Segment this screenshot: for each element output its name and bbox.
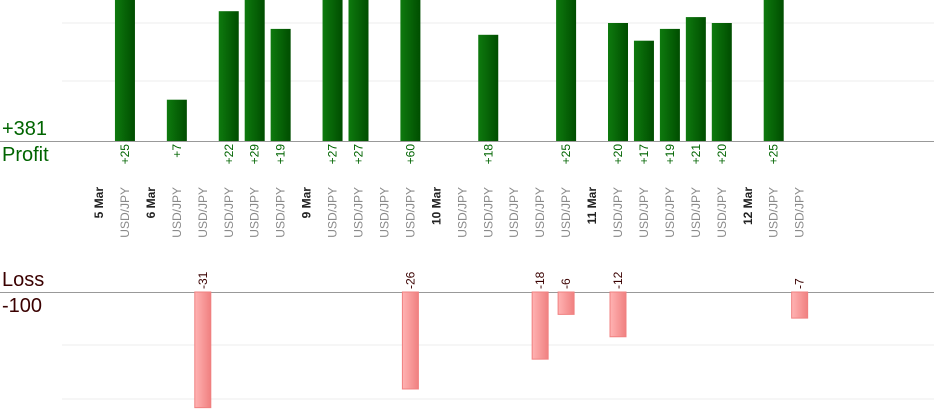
loss-value-label: -7 [793, 278, 807, 289]
pair-label: USD/JPY [793, 187, 807, 238]
profit-bar [218, 11, 239, 142]
profit-bar [114, 0, 135, 141]
profit-value-label: +19 [274, 144, 288, 165]
pair-label: USD/JPY [248, 187, 262, 238]
pair-label: USD/JPY [559, 187, 573, 238]
loss-value-label: -31 [196, 271, 210, 289]
pair-label: USD/JPY [533, 187, 547, 238]
pair-label: USD/JPY [196, 187, 210, 238]
date-label: 5 Mar [92, 187, 106, 219]
pair-label: USD/JPY [170, 187, 184, 238]
profit-bar [633, 40, 654, 142]
profit-value-label: +29 [248, 144, 262, 165]
profit-bar [685, 17, 706, 142]
profit-bar [763, 0, 784, 141]
profit-value-label: +7 [170, 144, 184, 158]
profit-bar [608, 23, 628, 141]
profit-bar [556, 0, 577, 141]
loss-bars: -31 -26 -18 -6 -12 -7 [194, 271, 809, 409]
loss-bar [791, 291, 809, 319]
profit-value-label: +22 [222, 144, 236, 165]
profit-value-label: +27 [326, 144, 340, 165]
pair-label: USD/JPY [689, 187, 703, 238]
pair-label: USD/JPY [767, 187, 781, 238]
date-label: 11 Mar [585, 187, 599, 225]
loss-bar [194, 291, 212, 409]
profit-value-label: +18 [481, 144, 495, 165]
profit-bar [322, 0, 343, 141]
loss-value-label: -18 [533, 271, 547, 289]
loss-total: -100 [2, 295, 43, 317]
profit-value-label: +25 [559, 144, 573, 165]
profit-bars: +25 +7 +22 +29 +19 +27 +27 +60 +18 +25 +20 +17 +19 +2… [114, 0, 784, 165]
profit-value-label: +20 [611, 144, 625, 165]
loss-label: Loss [2, 269, 45, 291]
pair-label: USD/JPY [455, 187, 469, 238]
profit-bar [270, 28, 291, 141]
loss-bar [557, 291, 575, 315]
pair-label: USD/JPY [715, 187, 729, 238]
loss-value-label: -6 [559, 278, 573, 289]
date-label: 6 Mar [144, 187, 158, 219]
date-label: 10 Mar [429, 187, 443, 225]
loss-bar [531, 291, 549, 360]
loss-value-label: -26 [403, 271, 417, 289]
pair-label: USD/JPY [637, 187, 651, 238]
profit-value-label: +19 [663, 144, 677, 165]
profit-bar [711, 23, 732, 141]
profit-value-label: +17 [637, 144, 651, 165]
profit-bar [659, 28, 680, 141]
pair-label: USD/JPY [481, 187, 495, 238]
profit-value-label: +21 [689, 144, 703, 165]
profit-bar [348, 0, 369, 141]
pair-label: USD/JPY [118, 187, 132, 238]
profit-bar [166, 99, 187, 141]
pair-label: USD/JPY [507, 187, 521, 238]
profit-bar [244, 0, 265, 141]
profit-value-label: +25 [767, 144, 781, 165]
pair-label: USD/JPY [326, 187, 340, 238]
date-label: 12 Mar [741, 187, 755, 225]
pair-label: USD/JPY [352, 187, 366, 238]
loss-value-label: -12 [611, 271, 625, 289]
date-label: 9 Mar [300, 187, 314, 219]
profit-label: Profit [2, 144, 49, 166]
pair-label: USD/JPY [274, 187, 288, 238]
profit-bar [400, 0, 421, 141]
pair-label: USD/JPY [663, 187, 677, 238]
profit-value-label: +20 [715, 144, 729, 165]
profit-value-label: +60 [403, 144, 417, 165]
pair-label: USD/JPY [377, 187, 391, 238]
pair-label: USD/JPY [222, 187, 236, 238]
loss-bar [609, 291, 627, 338]
pair-label: USD/JPY [611, 187, 625, 238]
category-labels: 5 Mar USD/JPY 6 Mar USD/JPY USD/JPY USD/JPY US… [92, 187, 807, 238]
pair-label: USD/JPY [403, 187, 417, 238]
profit-value-label: +25 [118, 144, 132, 165]
profit-bar [478, 34, 499, 141]
profit-total: +381 [2, 118, 48, 140]
profit-value-label: +27 [352, 144, 366, 165]
loss-bar [401, 291, 419, 390]
